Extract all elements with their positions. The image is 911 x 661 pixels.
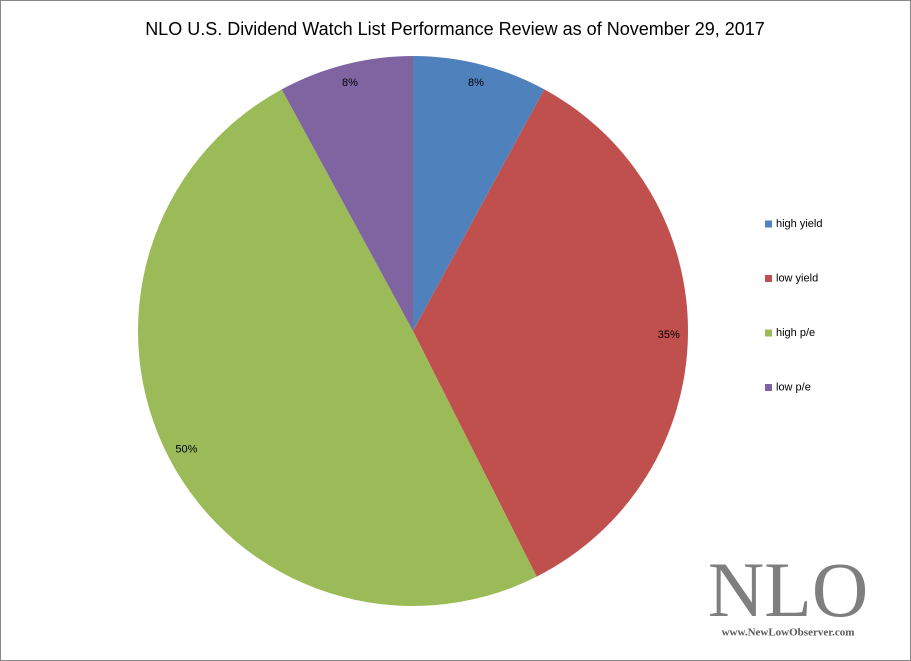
legend-swatch <box>765 275 772 282</box>
data-label: 50% <box>175 443 197 455</box>
chart-title: NLO U.S. Dividend Watch List Performance… <box>145 19 765 39</box>
legend-swatch <box>765 329 772 337</box>
pie-slice <box>413 89 688 577</box>
watermark-logo: NLO <box>708 546 868 633</box>
legend-swatch <box>765 220 772 228</box>
legend-label: low yield <box>776 272 818 284</box>
pie-slice <box>413 56 545 331</box>
legend: high yield low yield high p/e low p/e <box>765 218 822 393</box>
data-label: 8% <box>342 77 358 89</box>
legend-label: high yield <box>776 218 822 230</box>
pie: 8% 35% 50% 8% <box>137 56 688 607</box>
watermark-url: www.NewLowObserver.com <box>722 627 855 639</box>
pie-slice <box>137 89 537 607</box>
pie-slice <box>281 56 413 331</box>
legend-label: low p/e <box>776 381 811 393</box>
data-label: 35% <box>658 329 680 341</box>
data-label: 8% <box>468 77 484 89</box>
legend-swatch <box>765 384 772 391</box>
legend-label: high p/e <box>776 327 815 339</box>
